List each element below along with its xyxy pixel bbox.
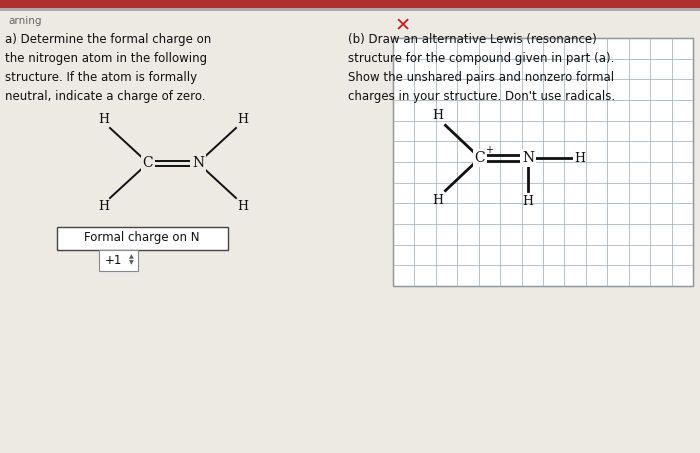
Text: H: H: [237, 200, 248, 213]
Text: ▲: ▲: [129, 255, 134, 260]
Text: (b) Draw an alternative Lewis (resonance)
structure for the compound given in pa: (b) Draw an alternative Lewis (resonance…: [348, 33, 615, 103]
Text: H: H: [522, 195, 533, 207]
Text: H: H: [433, 109, 443, 122]
Text: H: H: [237, 113, 248, 126]
Text: N: N: [522, 151, 534, 165]
Bar: [393, 38, 693, 286]
Text: H: H: [98, 113, 109, 126]
Text: Formal charge on N: Formal charge on N: [84, 231, 200, 245]
Text: H: H: [98, 200, 109, 213]
Bar: [0, 0, 700, 8]
Text: +1: +1: [104, 254, 122, 266]
Text: H: H: [574, 151, 585, 164]
Text: N: N: [192, 156, 204, 170]
Text: ▼: ▼: [129, 260, 134, 265]
Text: ✕: ✕: [395, 16, 412, 35]
FancyBboxPatch shape: [99, 250, 137, 270]
Text: +: +: [485, 145, 493, 155]
Text: H: H: [433, 193, 443, 207]
Bar: [0, 8, 700, 11]
Text: a) Determine the formal charge on
the nitrogen atom in the following
structure. : a) Determine the formal charge on the ni…: [5, 33, 211, 103]
FancyBboxPatch shape: [57, 226, 228, 250]
Text: arning: arning: [8, 16, 41, 26]
Text: C: C: [143, 156, 153, 170]
Text: C: C: [475, 151, 485, 165]
